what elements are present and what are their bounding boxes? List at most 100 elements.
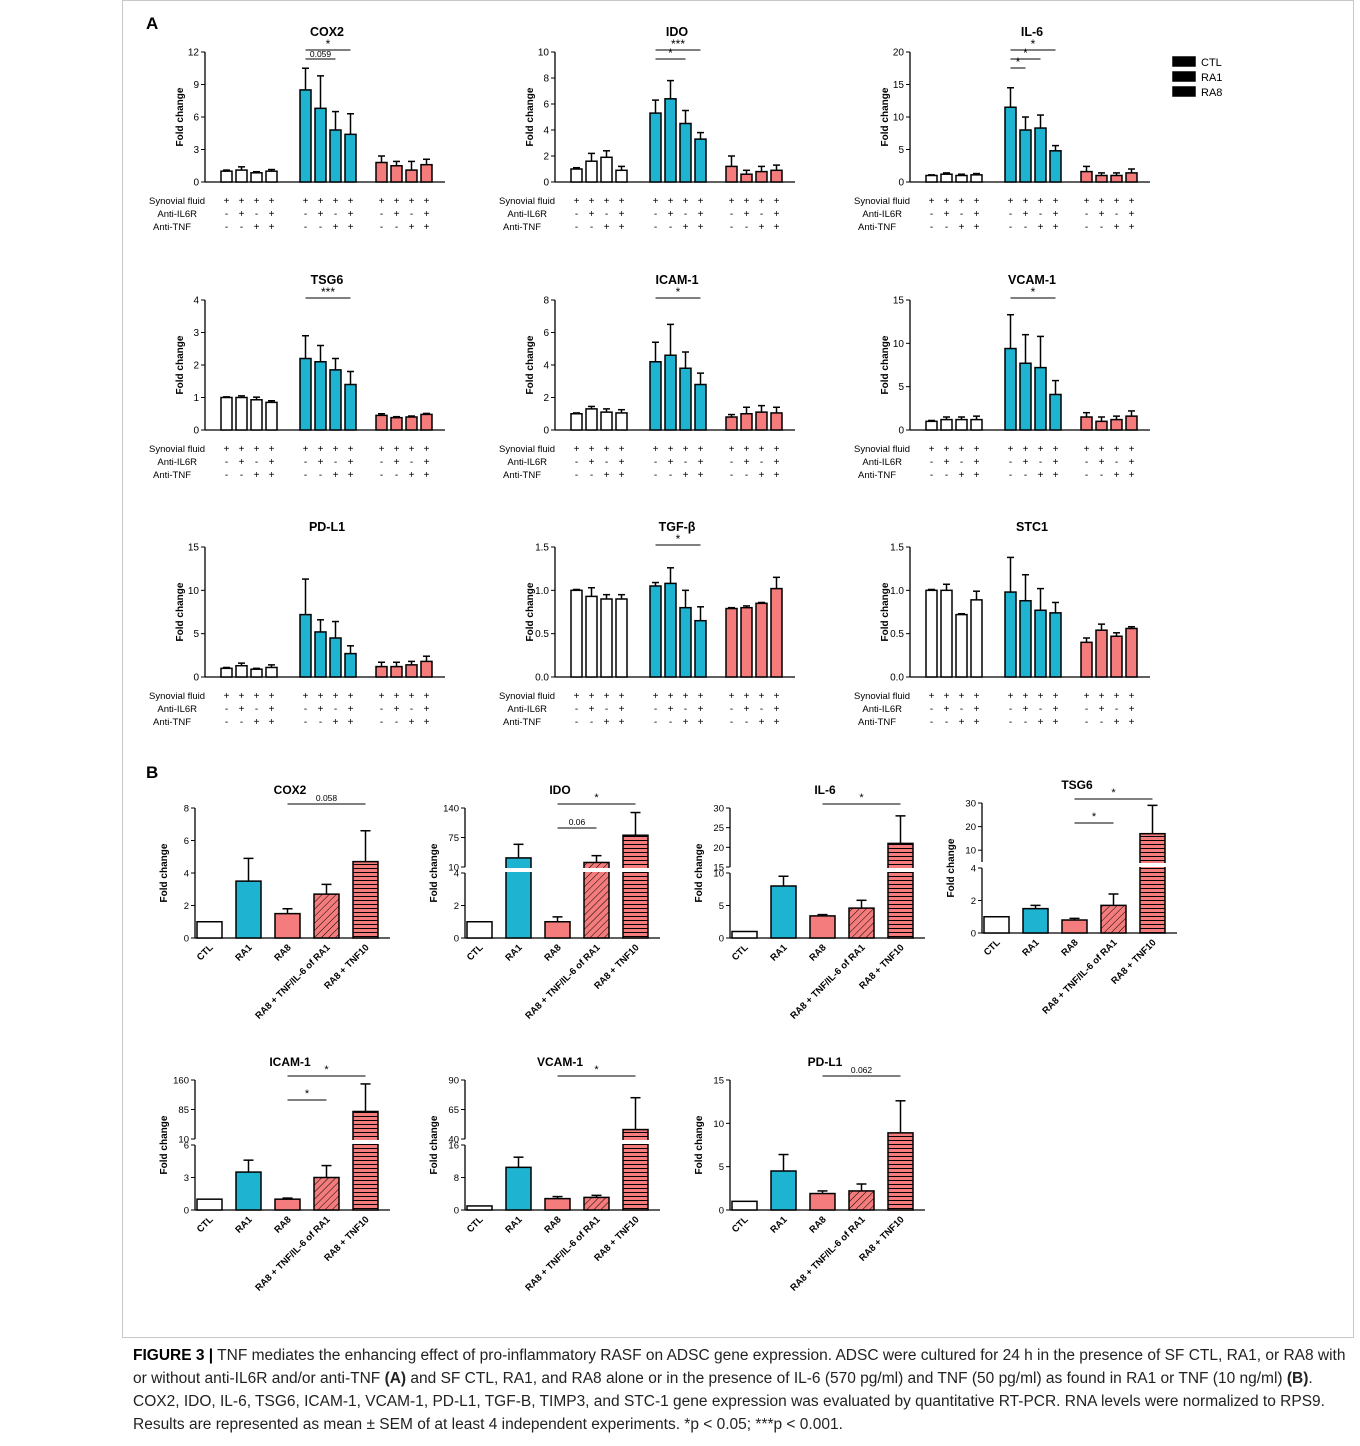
a-cox2-bar <box>390 165 403 183</box>
a-il-6-sign: + <box>1099 209 1105 220</box>
a-ido-ytick-label: 8 <box>543 74 549 85</box>
a-cox2-title: COX2 <box>310 25 344 39</box>
a-il-6-sign: + <box>929 196 935 207</box>
a-icam-1-row-label: Synovial fluid <box>499 444 555 455</box>
a-tsg6-sign: + <box>379 444 385 455</box>
a-stc1-sign: + <box>1053 717 1059 728</box>
a-vcam-1-sign: + <box>959 444 965 455</box>
a-icam-1-sign: - <box>745 470 748 481</box>
a-tgf-ytick-label: 1.0 <box>535 586 549 597</box>
b-icam-1-bar <box>196 1198 223 1211</box>
b-tsg6-ytick-label: 10 <box>965 846 976 857</box>
a-cox2-sig-label: * <box>326 37 331 51</box>
a-cox2-sign: - <box>410 209 413 220</box>
a-tsg6-row-label: Anti-TNF <box>153 470 191 481</box>
a-il-6-sign: + <box>1084 196 1090 207</box>
a-tgf-sign: + <box>589 691 595 702</box>
caption-label: FIGURE 3 | <box>133 1347 214 1364</box>
b-cox2-title: COX2 <box>274 783 307 797</box>
a-vcam-1-bar <box>1125 415 1138 431</box>
a-stc1-bar <box>1049 612 1062 678</box>
a-pd-l1-bar <box>405 664 418 678</box>
a-stc1-sign: + <box>1023 704 1029 715</box>
b-cox2-ytick-label: 6 <box>184 836 189 847</box>
a-tsg6-sign: + <box>409 444 415 455</box>
a-tsg6-sign: - <box>240 470 243 481</box>
a-pd-l1-sign: - <box>334 704 337 715</box>
a-tgf-sign: + <box>668 691 674 702</box>
a-ido-sign: + <box>698 196 704 207</box>
a-vcam-1-ytick-label: 5 <box>898 382 904 393</box>
a-stc1-row-label: Anti-TNF <box>858 717 896 728</box>
a-pd-l1-bar <box>375 665 388 678</box>
a-cox2-sign: + <box>333 222 339 233</box>
a-cox2-bar <box>405 169 418 183</box>
a-stc1-sign: + <box>1008 691 1014 702</box>
b-icam-1-axis-break <box>193 1140 393 1144</box>
a-stc1-sign: + <box>1023 691 1029 702</box>
a-ido-sign: - <box>745 222 748 233</box>
b-vcam-1-bar <box>505 1166 532 1211</box>
a-tsg6-sign: - <box>304 457 307 468</box>
b-pd-l1-ytick-label: 5 <box>719 1162 724 1173</box>
a-icam-1-bar <box>679 367 692 431</box>
a-pd-l1-sign: + <box>254 691 260 702</box>
a-tgf-sign: + <box>774 704 780 715</box>
b-il-6-bar <box>770 885 797 939</box>
a-vcam-1-row-label: Anti-TNF <box>858 470 896 481</box>
a-ido-sign: + <box>668 196 674 207</box>
a-icam-1-sign: + <box>698 457 704 468</box>
a-il-6-sign: + <box>1053 209 1059 220</box>
a-ido-sign: + <box>619 209 625 220</box>
b-cox2-ytick-label: 4 <box>184 869 189 880</box>
a-pd-l1-sign: - <box>225 704 228 715</box>
a-il-6-sign: + <box>1038 196 1044 207</box>
a-icam-1-sign: + <box>774 457 780 468</box>
b-icam-1-title: ICAM-1 <box>269 1055 311 1069</box>
b-il-6-axis-break <box>728 868 928 872</box>
b-il-6-ytick-label: 15 <box>713 863 724 874</box>
a-cox2-sign: + <box>254 222 260 233</box>
a-stc1-sign: + <box>1053 691 1059 702</box>
a-il-6-sign: - <box>930 209 933 220</box>
a-vcam-1-sign: + <box>1008 444 1014 455</box>
a-vcam-1-bar <box>1019 362 1032 431</box>
b-icam-1-sig-label: * <box>324 1064 329 1076</box>
a-ido-row-label: Synovial fluid <box>499 196 555 207</box>
a-icam-1-sign: - <box>730 457 733 468</box>
a-cox2-sign: + <box>348 222 354 233</box>
a-icam-1-sign: + <box>589 457 595 468</box>
a-il-6-sign: + <box>1053 196 1059 207</box>
a-vcam-1-sign: + <box>944 444 950 455</box>
b-vcam-1-ytick-label: 16 <box>448 1141 459 1152</box>
a-tgf-sig-label: * <box>676 532 681 546</box>
a-ido-sign: - <box>684 209 687 220</box>
a-cox2-bar <box>375 161 388 183</box>
a-cox2-ylabel: Fold change <box>175 87 186 146</box>
a-tgf-bar <box>679 606 692 678</box>
a-tsg6-bar <box>390 416 403 431</box>
b-ido-axis-break <box>463 868 663 872</box>
b-vcam-1-ytick-label: 0 <box>454 1206 459 1217</box>
a-tgf-bar <box>770 587 783 678</box>
a-vcam-1-sign: - <box>1009 470 1012 481</box>
a-pd-l1-bar <box>220 667 233 678</box>
a-tsg6-sign: + <box>333 470 339 481</box>
a-stc1-bar <box>1019 599 1032 678</box>
a-tgf-ytick-label: 0.0 <box>535 673 549 684</box>
b-il-6-ytick-label: 10 <box>713 869 724 880</box>
a-tsg6-bar <box>344 383 357 431</box>
b-ido-ytick-label: 140 <box>443 804 459 815</box>
a-tsg6-bar <box>405 416 418 431</box>
a-vcam-1-row-label: Synovial fluid <box>854 444 910 455</box>
a-vcam-1-bar <box>1049 393 1062 431</box>
a-tgf-bar <box>664 582 677 678</box>
a-ido-bar <box>770 169 783 183</box>
a-tgf-sign: + <box>744 691 750 702</box>
a-tgf-sign: - <box>654 704 657 715</box>
a-tsg6-sign: - <box>410 457 413 468</box>
a-icam-1-bar <box>649 361 662 431</box>
a-pd-l1-sign: + <box>348 691 354 702</box>
